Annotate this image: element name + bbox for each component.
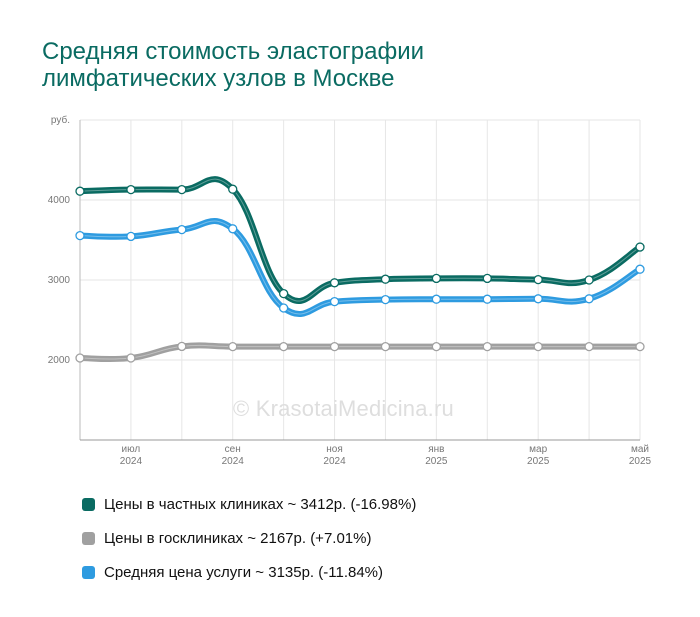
x-tick-year: 2024 [120,456,143,467]
legend: Цены в частных клиниках ~ 3412р. (-16.98… [82,487,416,589]
data-point[interactable] [228,184,238,194]
data-point[interactable] [431,273,442,284]
legend-item[interactable]: Цены в госклиниках ~ 2167р. (+7.01%) [82,521,416,555]
legend-swatch [82,531,95,545]
x-tick-year: 2025 [425,456,448,467]
chart-title-line-2: лимфатических узлов в Москве [42,65,395,92]
y-tick-label: 3000 [48,275,71,286]
data-point[interactable] [278,288,289,299]
data-point[interactable] [635,264,645,274]
chart-title-line-1: Средняя стоимость эластографии [42,38,425,65]
data-point[interactable] [177,224,187,235]
data-point[interactable] [635,341,645,352]
data-point[interactable] [126,353,136,363]
data-point[interactable] [584,341,594,352]
data-point[interactable] [278,303,289,313]
data-point[interactable] [75,230,85,241]
legend-swatch [82,497,95,511]
data-point[interactable] [380,274,391,284]
series-lines [77,176,643,363]
x-tick-year: 2024 [323,456,346,467]
x-tick-month: мар [529,444,547,455]
x-tick-month: ноя [326,444,343,455]
data-point[interactable] [126,184,136,195]
data-point[interactable] [431,341,442,352]
legend-item[interactable]: Цены в частных клиниках ~ 3412р. (-16.98… [82,487,416,521]
data-point[interactable] [177,184,187,195]
series-line-0 [77,342,643,363]
data-point[interactable] [228,224,238,234]
x-tick-month: июл [122,444,141,455]
data-point[interactable] [635,242,645,252]
data-point[interactable] [533,341,543,352]
y-tick-label: руб. [51,114,70,126]
y-tick-label: 4000 [48,195,71,206]
data-point[interactable] [482,273,492,284]
x-tick-year: 2024 [222,456,245,467]
series-line-2 [77,176,643,304]
axes: руб.400030002000июл2024сен2024ноя2024янв… [48,114,652,467]
x-tick-year: 2025 [629,456,652,467]
data-point[interactable] [329,296,340,307]
data-point[interactable] [482,294,492,304]
data-point[interactable] [482,341,492,352]
series-line-highlight-0 [79,344,640,360]
data-point[interactable] [380,294,391,305]
data-points [75,184,645,363]
legend-label: Цены в госклиниках ~ 2167р. (+7.01%) [104,529,372,547]
x-tick-month: янв [428,444,444,455]
y-tick-label: 2000 [48,355,71,366]
data-point[interactable] [329,341,340,352]
data-point[interactable] [533,294,543,304]
data-point[interactable] [380,341,391,352]
legend-label: Средняя цена услуги ~ 3135р. (-11.84%) [104,563,384,581]
data-point[interactable] [431,294,442,304]
data-point[interactable] [584,294,594,304]
x-tick-month: сен [225,444,241,455]
series-line-highlight-1 [79,220,641,315]
data-point[interactable] [228,341,238,352]
watermark: © KrasotaiMedicina.ru [233,396,454,421]
data-point[interactable] [533,274,543,285]
data-point[interactable] [329,278,340,288]
x-tick-month: май [631,444,649,455]
legend-swatch [82,565,95,579]
x-tick-year: 2025 [527,456,550,467]
legend-item[interactable]: Средняя цена услуги ~ 3135р. (-11.84%) [82,555,416,589]
legend-label: Цены в частных клиниках ~ 3412р. (-16.98… [104,495,417,513]
data-point[interactable] [75,353,85,363]
chart-title: Средняя стоимость эластографии лимфатиче… [42,38,642,92]
data-point[interactable] [584,275,594,285]
data-point[interactable] [75,186,85,196]
data-point[interactable] [278,341,289,352]
data-point[interactable] [177,341,187,352]
data-point[interactable] [126,231,136,242]
